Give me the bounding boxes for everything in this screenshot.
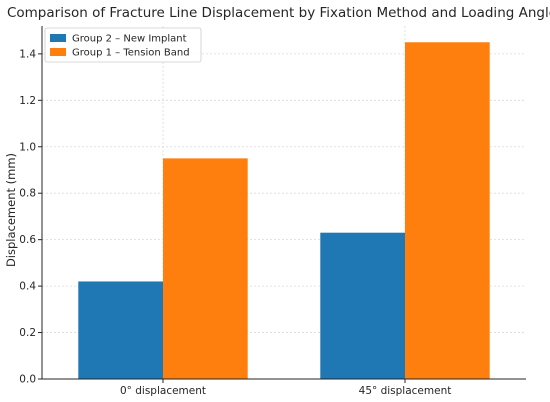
y-tick-label: 1.2 bbox=[19, 95, 36, 107]
legend-label: Group 2 – New Implant bbox=[72, 34, 187, 45]
bar-2-1 bbox=[163, 158, 248, 379]
y-ticks: 0.0 0.2 0.4 0.6 0.8 1.0 1.2 1.4 bbox=[19, 48, 42, 386]
bar-1-1 bbox=[78, 281, 163, 379]
bar-1-2 bbox=[320, 232, 405, 379]
legend: Group 2 – New Implant Group 1 – Tension B… bbox=[44, 27, 202, 63]
y-axis-label: Displacement (mm) bbox=[4, 153, 18, 267]
legend-label: Group 1 – Tension Band bbox=[72, 48, 190, 59]
legend-swatch bbox=[50, 34, 66, 42]
axes bbox=[41, 26, 526, 380]
x-tick-label: 45° displacement bbox=[359, 385, 452, 397]
chart-title: Comparison of Fracture Line Displacement… bbox=[7, 5, 550, 21]
y-tick-label: 1.0 bbox=[19, 141, 36, 153]
y-tick-label: 0.0 bbox=[19, 374, 36, 386]
y-tick-label: 0.8 bbox=[19, 188, 36, 200]
x-tick-label: 0° displacement bbox=[120, 385, 206, 397]
y-tick-label: 0.6 bbox=[19, 234, 36, 246]
y-tick-label: 1.4 bbox=[19, 48, 36, 60]
x-ticks: 0° displacement 45° displacement bbox=[120, 379, 451, 397]
bar-2-2 bbox=[405, 42, 490, 379]
y-tick-label: 0.4 bbox=[19, 281, 36, 293]
bars bbox=[78, 42, 490, 379]
legend-swatch bbox=[50, 48, 66, 56]
legend-box bbox=[44, 27, 202, 63]
y-tick-label: 0.2 bbox=[19, 327, 36, 339]
